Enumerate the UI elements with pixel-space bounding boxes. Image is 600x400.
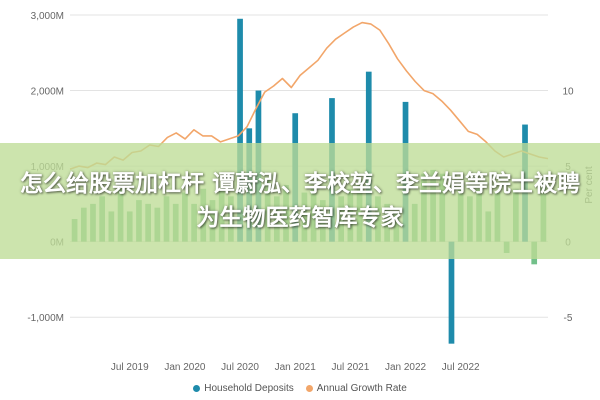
bar [448,241,455,344]
y-tick-label: -1,000M [27,313,64,324]
legend-swatch-annual-growth-rate [305,384,313,392]
y-tick-label: 3,000M [31,11,64,22]
headline-banner: 怎么给股票加杠杆 谭蔚泓、李校堃、李兰娟等院士被聘为生物医药智库专家 [0,143,600,259]
legend-swatch-household-deposits [193,384,201,392]
x-tick-label: Jul 2020 [221,362,259,373]
legend-item-annual-growth-rate: Annual Growth Rate [305,382,407,394]
bar [237,18,243,242]
legend-label-annual-growth-rate: Annual Growth Rate [316,382,407,394]
x-tick-label: Jan 2020 [164,362,206,373]
legend-item-household-deposits: Household Deposits [193,383,294,394]
x-tick-label: Jul 2022 [442,362,480,373]
legend: Household Deposits Annual Growth Rate [0,380,600,396]
x-tick-label: Jul 2021 [331,362,369,373]
legend-label-household-deposits: Household Deposits [204,382,294,394]
x-tick-label: Jan 2021 [275,362,317,373]
y2-tick-label: -5 [564,313,573,324]
headline-text: 怎么给股票加杠杆 谭蔚泓、李校堃、李兰娟等院士被聘为生物医药智库专家 [19,171,580,231]
x-tick-label: Jan 2022 [385,362,427,373]
y-tick-label: 2,000M [31,87,64,98]
y2-tick-label: 10 [562,87,574,98]
x-tick-label: Jul 2019 [111,362,149,373]
